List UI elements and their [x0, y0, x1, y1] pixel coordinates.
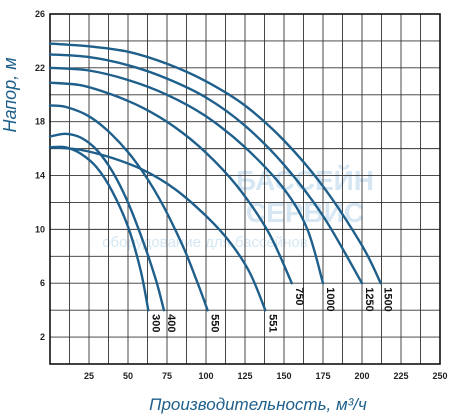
- x-tick-label: 200: [354, 371, 369, 381]
- series-curve-1500: [48, 42, 382, 285]
- y-tick-label: 26: [35, 9, 45, 19]
- x-tick-label: 125: [237, 371, 252, 381]
- y-tick-label: 6: [40, 278, 45, 288]
- x-tick-label: 75: [162, 371, 172, 381]
- x-axis-label: Производительность, м³/ч: [149, 395, 367, 414]
- series-curve-300: [48, 145, 150, 312]
- x-tick-label: 175: [315, 371, 330, 381]
- y-tick-label: 18: [35, 117, 45, 127]
- y-tick-label: 2: [40, 332, 45, 342]
- x-tick-label: 50: [123, 371, 133, 381]
- grid: [50, 14, 440, 364]
- series-curve-400: [48, 132, 166, 312]
- y-tick-label: 10: [35, 224, 45, 234]
- y-axis-label: Напор, м: [0, 57, 20, 132]
- y-tick-label: 14: [35, 171, 45, 181]
- series-label-300: 300: [149, 314, 161, 332]
- series-curve-551: [48, 146, 267, 312]
- series-curve-550: [48, 104, 209, 312]
- plot-frame: [49, 13, 441, 365]
- series-curve-1250: [48, 53, 364, 285]
- series-label-1000: 1000: [324, 287, 336, 311]
- series-curve-750: [48, 81, 293, 285]
- watermark-line-3: оборудование для бассейнов: [102, 234, 308, 251]
- series-labels: 300 400 550 551 750 1000 1250 1500: [149, 287, 393, 332]
- series-label-551: 551: [266, 314, 278, 332]
- series-label-550: 550: [209, 314, 221, 332]
- series-label-750: 750: [293, 287, 305, 305]
- series-curves: [48, 42, 382, 312]
- axes: [49, 13, 441, 365]
- series-curve-1000: [48, 66, 325, 285]
- series-label-1500: 1500: [382, 287, 394, 311]
- series-label-1250: 1250: [363, 287, 375, 311]
- x-tick-label: 250: [432, 371, 447, 381]
- x-tick-label: 100: [198, 371, 213, 381]
- x-tick-label: 225: [393, 371, 408, 381]
- y-tick-label: 22: [35, 63, 45, 73]
- x-tick-label: 25: [84, 371, 94, 381]
- series-label-400: 400: [165, 314, 177, 332]
- x-tick-label: 150: [276, 371, 291, 381]
